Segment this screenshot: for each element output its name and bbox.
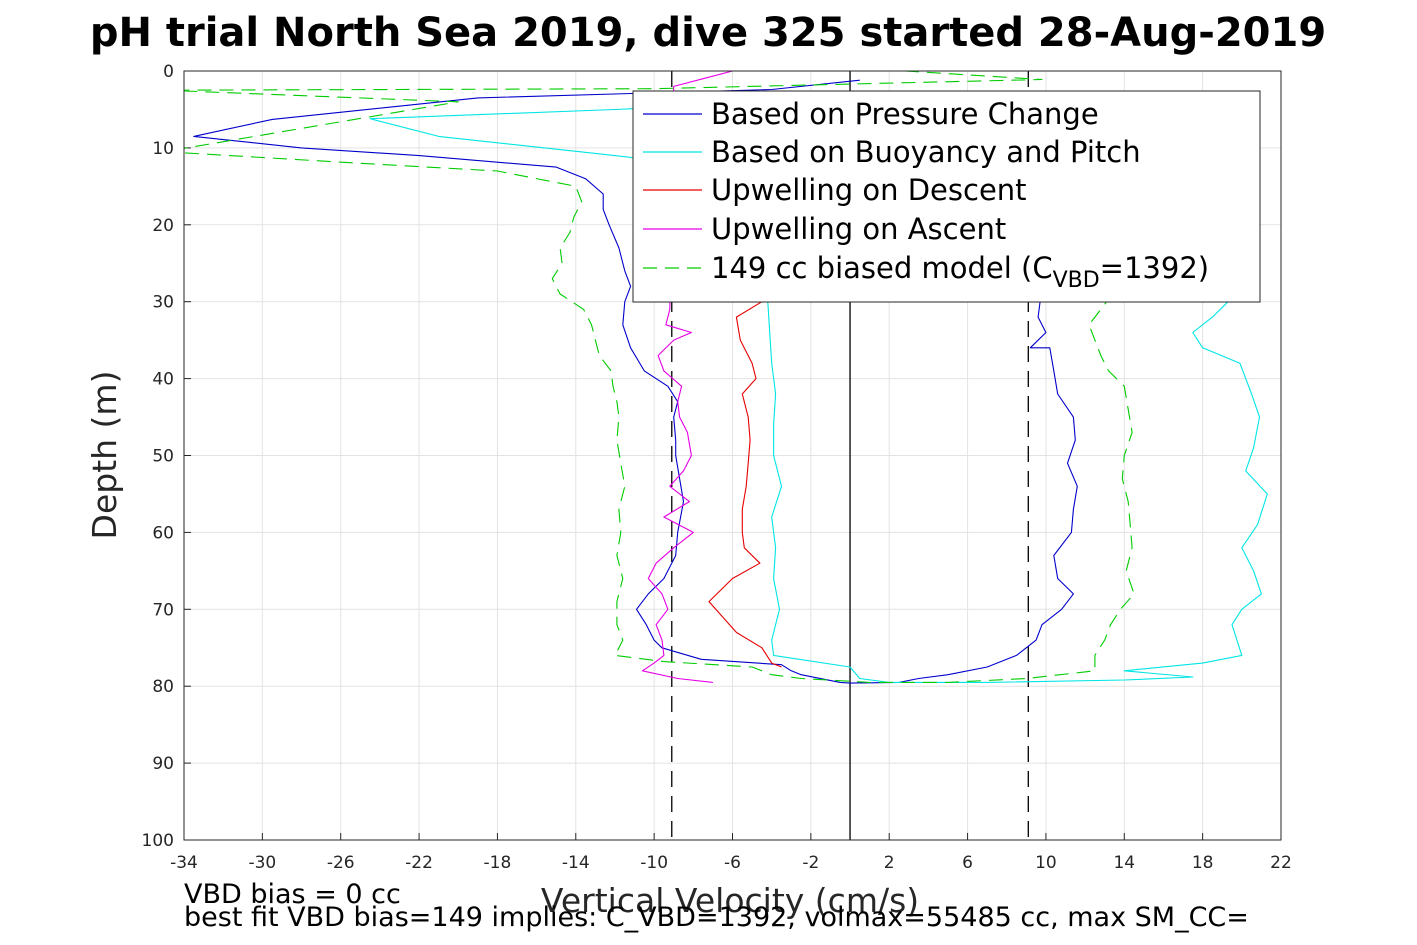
x-tick-label: -30 [248,853,276,873]
annotation-vbd-bias: VBD bias = 0 cc [184,879,401,910]
annotation-best-fit: best fit VBD bias=149 implies: C_VBD=139… [184,902,1249,933]
chart-title: pH trial North Sea 2019, dive 325 starte… [90,10,1326,56]
legend-label-pressure: Based on Pressure Change [711,97,1099,131]
y-tick-label: 100 [142,831,174,851]
legend-box [632,90,1261,303]
x-tick-label: 18 [1192,853,1214,873]
y-tick-label: 40 [152,370,174,390]
x-axis-label: Vertical Velocity (cm/s) [541,881,919,920]
x-tick-label: 14 [1113,853,1135,873]
legend: Based on Pressure Change Based on Buoyan… [632,90,1261,303]
series-upwelling-ascent [641,71,733,683]
x-tick-label: -10 [640,853,668,873]
y-tick-label: 30 [152,293,174,313]
x-tick-label: -18 [484,853,512,873]
legend-label-model: 149 cc biased model (CVBD=1392) [711,251,1209,293]
x-tick-label: 2 [884,853,895,873]
x-tick-label: -14 [562,853,590,873]
legend-label-model-subscript: VBD [1053,268,1100,293]
y-tick-label: 50 [152,447,174,467]
x-tick-label: -34 [170,853,198,873]
series-biased-model [184,71,1135,683]
y-tick-label: 90 [152,754,174,774]
legend-label-model-suffix: =1392) [1100,251,1209,285]
legend-label-descent: Upwelling on Descent [711,173,1027,207]
y-tick-label: 20 [152,216,174,236]
x-tick-label: -26 [327,853,355,873]
y-tick-label: 80 [152,677,174,697]
series-pressure-change [193,79,1078,684]
x-tick-label: -2 [802,853,819,873]
series-upwelling-descent [634,135,782,668]
series-group [184,71,1268,684]
axes-frame [183,70,1282,841]
legend-label-ascent: Upwelling on Ascent [711,212,1006,246]
x-tick-label: -6 [724,853,741,873]
y-tick-label: 60 [152,523,174,543]
y-tick-label: 70 [152,600,174,620]
legend-label-model-prefix: 149 cc biased model (C [711,251,1053,285]
y-tick-label: 10 [152,139,174,159]
y-tick-labels: 0 10 20 30 40 50 60 70 80 90 100 [142,62,174,851]
x-tick-label: -22 [405,853,433,873]
x-tick-labels: -34 -30 -26 -22 -18 -14 -10 -6 -2 2 6 10 14 18 22 [170,853,1292,873]
x-tick-label: 10 [1035,853,1057,873]
x-tick-label: 6 [962,853,973,873]
y-tick-label: 0 [163,62,174,82]
axes-box [183,70,1282,841]
x-tick-label: 22 [1270,853,1292,873]
y-axis-label: Depth (m) [85,371,124,540]
legend-label-buoyancy: Based on Buoyancy and Pitch [711,135,1141,169]
